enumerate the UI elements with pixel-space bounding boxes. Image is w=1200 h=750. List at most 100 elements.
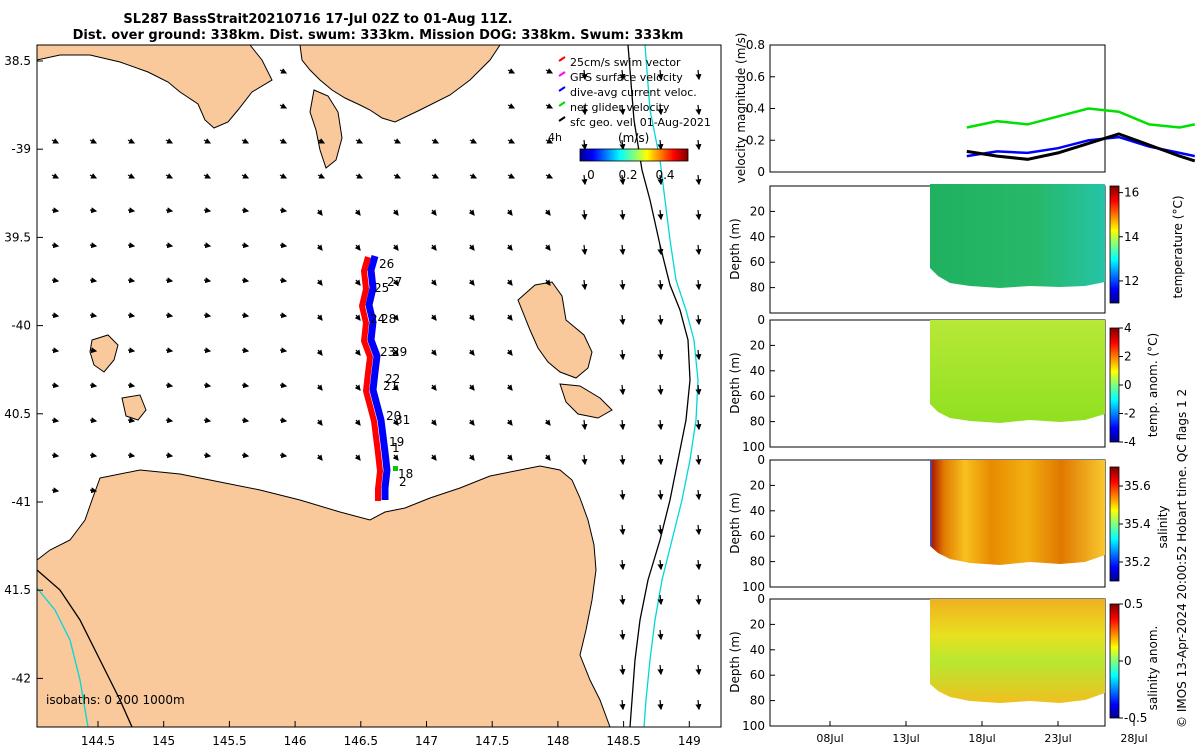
depth-tick: 60: [750, 389, 765, 403]
current-vector: [203, 277, 212, 284]
current-vector: [581, 104, 588, 116]
depth-tick: 20: [750, 338, 765, 352]
legend-label: GPS surface velocity: [570, 71, 683, 84]
current-vector: [657, 559, 664, 571]
current-vector: [657, 629, 664, 641]
current-vector: [279, 207, 288, 214]
current-vector: [657, 489, 664, 501]
map-x-tick: 147: [415, 734, 438, 748]
speed-colorbar: [579, 148, 689, 162]
current-vector: [695, 244, 702, 256]
current-vector: [127, 452, 136, 459]
temp-anomaly-ylabel: Depth (m): [728, 352, 742, 413]
current-vector: [657, 454, 664, 466]
map-x-tick: 148.5: [606, 734, 640, 748]
current-vector: [203, 417, 212, 424]
day-label: 27: [387, 275, 402, 289]
current-vector: [392, 314, 399, 321]
depth-tick: 20: [750, 478, 765, 492]
map-y-tick: 38.5: [4, 54, 31, 68]
current-vector: [392, 244, 399, 251]
salinity-cbar-label: salinity: [1156, 505, 1170, 548]
current-vector: [545, 138, 554, 144]
current-vector: [695, 664, 702, 676]
current-vector: [657, 384, 664, 396]
map-x-tick: 146: [284, 734, 307, 748]
day-label: 31: [395, 413, 410, 427]
current-vector: [89, 138, 98, 144]
colorbar-tick: 0.5: [1124, 597, 1143, 611]
temp-anomaly-field: [930, 320, 1105, 423]
current-vector: [657, 419, 664, 431]
current-vector: [127, 417, 136, 424]
legend-swatch: [558, 71, 566, 77]
current-vector: [695, 419, 702, 431]
current-vector: [619, 209, 626, 221]
map-x-tick: 148: [546, 734, 569, 748]
current-vector: [430, 209, 437, 216]
current-vector: [354, 384, 361, 391]
current-vector: [695, 139, 702, 151]
map-y-tick: 41.5: [4, 583, 31, 597]
current-vector: [241, 382, 250, 389]
current-vector: [89, 312, 98, 319]
land-promontory: [309, 89, 343, 169]
velocity-axes: [769, 44, 1106, 173]
current-vector: [619, 699, 626, 711]
current-vector: [545, 173, 554, 179]
current-vector: [354, 279, 361, 286]
current-vector: [695, 209, 702, 221]
current-vector: [545, 103, 554, 109]
current-vector: [657, 279, 664, 291]
map-x-tick: 145: [152, 734, 175, 748]
map-y-tick: 40.5: [4, 407, 31, 421]
current-vector: [279, 347, 288, 354]
current-vector: [695, 629, 702, 641]
time-x-tick: 13Jul: [892, 732, 919, 745]
legend-label: 25cm/s swim vector: [570, 56, 681, 69]
map-y-tick: -41: [11, 495, 31, 509]
velocity-ylabel: velocity magnitude (m/s): [734, 33, 748, 184]
velocity-y-ticks: 0 0.2 0.4 0.6 0.8: [746, 38, 775, 179]
current-vector: [545, 68, 554, 74]
current-vector: [89, 207, 98, 214]
current-vector: [51, 207, 60, 214]
salinity-anomaly-panel: 0 20 40 60 80 100 Depth (m) -0.5 0 0.5 salinity…: [728, 592, 1160, 733]
map-y-tick: -39: [11, 142, 31, 156]
current-vector: [430, 244, 437, 251]
current-vector: [165, 312, 174, 319]
current-vector: [544, 209, 551, 216]
current-vector: [431, 138, 440, 144]
current-vector: [279, 138, 288, 144]
current-vector: [317, 173, 326, 179]
current-vector: [241, 417, 250, 424]
current-vector: [316, 314, 323, 321]
temperature-cbar-label: temperature (°C): [1171, 196, 1185, 299]
map-x-tick: 145.5: [212, 734, 246, 748]
current-vector: [506, 209, 513, 216]
current-vector: [619, 104, 626, 116]
current-vector: [165, 347, 174, 354]
day-label: 29: [392, 345, 407, 359]
current-vector: [695, 524, 702, 536]
speed-colorbar-tick-2: 0.4: [655, 168, 674, 182]
depth-tick: 40: [750, 504, 765, 518]
current-vector: [392, 209, 399, 216]
current-vector: [165, 277, 174, 284]
current-vector: [619, 629, 626, 641]
current-vector: [316, 419, 323, 426]
colorbar-tick: 4: [1124, 321, 1132, 335]
current-vector: [354, 314, 361, 321]
current-vector: [581, 209, 588, 221]
velocity-y-tick: 0.2: [746, 133, 765, 147]
day-label: 21: [383, 379, 398, 393]
current-vector: [316, 209, 323, 216]
current-vector: [507, 103, 516, 109]
day-label: 20: [386, 409, 401, 423]
speed-colorbar-tick-0: 0: [587, 168, 595, 182]
current-vector: [393, 138, 402, 144]
current-vector: [316, 244, 323, 251]
current-vector: [430, 349, 437, 356]
current-vector: [203, 138, 212, 144]
